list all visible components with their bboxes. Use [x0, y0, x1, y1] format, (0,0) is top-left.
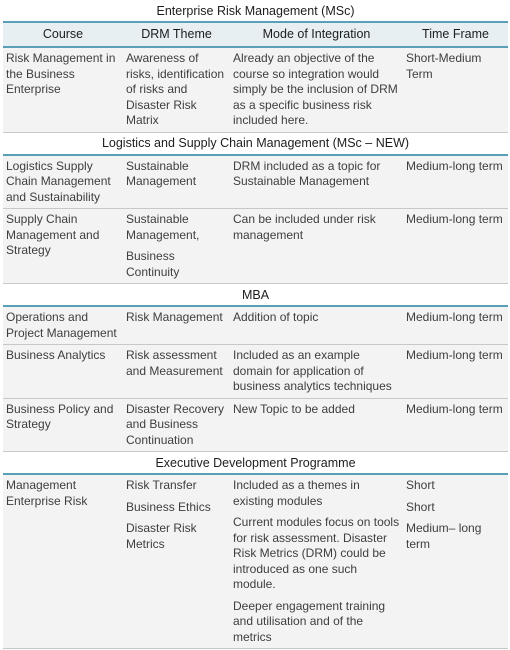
rule — [3, 21, 508, 23]
column-header-course: Course — [42, 26, 84, 41]
table-row: Risk Management in the Business Enterpri… — [3, 48, 508, 133]
drm-theme-cell: Sustainable Management, Business Continui… — [123, 209, 230, 283]
time-frame-cell-line: Short — [406, 478, 435, 492]
mode-of-integration-cell: Can be included under risk management — [230, 209, 403, 283]
mode-of-integration-cell-line: Deeper engagement training and utilisati… — [233, 598, 386, 644]
column-header-row: Course DRM Theme Mode of Integration Tim… — [3, 23, 508, 46]
mode-of-integration-cell-line: Included as a themes in existing modules — [233, 478, 360, 508]
course-cell: Logistics Supply Chain Management and Su… — [6, 158, 111, 204]
table-body: Risk Management in the Business Enterpri… — [3, 46, 508, 649]
mode-of-integration-cell: Addition of topic — [230, 307, 403, 344]
time-frame-cell-line: Short-Medium Term — [406, 51, 482, 81]
table-row: Management Enterprise Risk Risk Transfer B… — [3, 475, 508, 649]
time-frame-cell: Medium-long term — [403, 345, 508, 398]
rule — [3, 153, 508, 156]
course-cell: Business Policy and Strategy — [6, 401, 114, 432]
time-frame-cell-line: Short — [406, 499, 435, 514]
column-header-time-frame: Time Frame — [422, 26, 489, 41]
time-frame-cell-line: Medium– long term — [406, 521, 482, 551]
drm-theme-cell-line: Business Ethics — [126, 499, 211, 514]
drm-theme-cell-line: Disaster Recovery and Business Continuat… — [126, 401, 225, 447]
table-row: Business Analytics Risk assessment and Me… — [3, 345, 508, 399]
mode-of-integration-cell-line: Can be included under risk management — [233, 212, 376, 242]
drm-theme-cell-line: Disaster Risk Metrics — [126, 521, 197, 551]
mode-of-integration-cell-line: Addition of topic — [233, 310, 319, 324]
mode-of-integration-cell-line: DRM included as a topic for Sustainable … — [233, 158, 381, 189]
rule — [3, 473, 508, 475]
time-frame-cell: Medium-long term — [403, 399, 508, 452]
course-cell: Supply Chain Management and Strategy — [6, 212, 100, 257]
course-cell: Risk Management in the Business Enterpri… — [6, 51, 116, 96]
section-header: Logistics and Supply Chain Management (M… — [3, 132, 508, 154]
drm-theme-cell: Disaster Recovery and Business Continuat… — [123, 399, 230, 452]
course-cell: Management Enterprise Risk — [6, 478, 88, 508]
drm-theme-cell: Risk assessment and Measurement — [123, 345, 230, 398]
table-row: Business Policy and Strategy Disaster Rec… — [3, 398, 508, 452]
table-row: Logistics Supply Chain Management and Su… — [3, 155, 508, 209]
rule — [3, 305, 508, 307]
drm-theme-cell-line: Risk Transfer — [126, 478, 197, 492]
drm-theme-cell-line: Risk Management — [126, 310, 223, 324]
mode-of-integration-cell: Already an objective of the course so in… — [230, 48, 403, 132]
time-frame-cell: Medium-long term — [403, 156, 508, 209]
mode-of-integration-cell: DRM included as a topic for Sustainable … — [230, 156, 403, 209]
time-frame-cell: Medium-long term — [403, 209, 508, 283]
course-cell: Operations and Project Management — [6, 310, 117, 340]
time-frame-cell-line: Medium-long term — [406, 401, 503, 416]
drm-theme-cell-line: Risk assessment and Measurement — [126, 348, 223, 378]
column-header-mode-of-integration: Mode of Integration — [262, 26, 371, 41]
column-header-drm-theme: DRM Theme — [141, 26, 212, 41]
time-frame-cell: Short-Medium Term — [403, 48, 508, 132]
integration-table: Enterprise Risk Management (MSc) Course … — [3, 0, 508, 649]
time-frame-cell-line: Medium-long term — [406, 212, 503, 226]
drm-theme-cell: Risk Management — [123, 307, 230, 344]
drm-theme-cell-line: Business Continuity — [126, 249, 180, 279]
time-frame-cell-line: Medium-long term — [406, 158, 503, 173]
mode-of-integration-cell: Included as a themes in existing modules… — [230, 475, 403, 648]
mode-of-integration-cell-line: Included as an example domain for applic… — [233, 348, 392, 393]
mode-of-integration-cell-line: New Topic to be added — [233, 401, 355, 416]
drm-theme-cell-line: Sustainable Management — [126, 158, 197, 189]
drm-theme-cell: Sustainable Management — [123, 156, 230, 209]
drm-theme-cell-line: Sustainable Management, — [126, 212, 200, 242]
time-frame-cell: Medium-long term — [403, 307, 508, 344]
section-header: Executive Development Programme — [3, 452, 508, 473]
course-cell: Business Analytics — [6, 348, 106, 362]
mode-of-integration-cell-line: Current modules focus on tools for risk … — [233, 515, 400, 591]
mode-of-integration-cell: New Topic to be added — [230, 399, 403, 452]
time-frame-cell: Short Short Medium– long term — [403, 475, 508, 648]
section-header: MBA — [3, 284, 508, 305]
table-row: Operations and Project Management Risk Ma… — [3, 307, 508, 345]
drm-theme-cell-line: Awareness of risks, identification of ri… — [126, 51, 225, 127]
time-frame-cell-line: Medium-long term — [406, 310, 503, 324]
drm-theme-cell: Risk Transfer Business Ethics Disaster Ris… — [123, 475, 230, 648]
time-frame-cell-line: Medium-long term — [406, 348, 503, 362]
table-title: Enterprise Risk Management (MSc) — [156, 3, 355, 18]
table-row: Supply Chain Management and Strategy Sus… — [3, 209, 508, 284]
mode-of-integration-cell: Included as an example domain for applic… — [230, 345, 403, 398]
mode-of-integration-cell-line: Already an objective of the course so in… — [233, 51, 398, 127]
rule — [3, 46, 508, 48]
drm-theme-cell: Awareness of risks, identification of ri… — [123, 48, 230, 132]
